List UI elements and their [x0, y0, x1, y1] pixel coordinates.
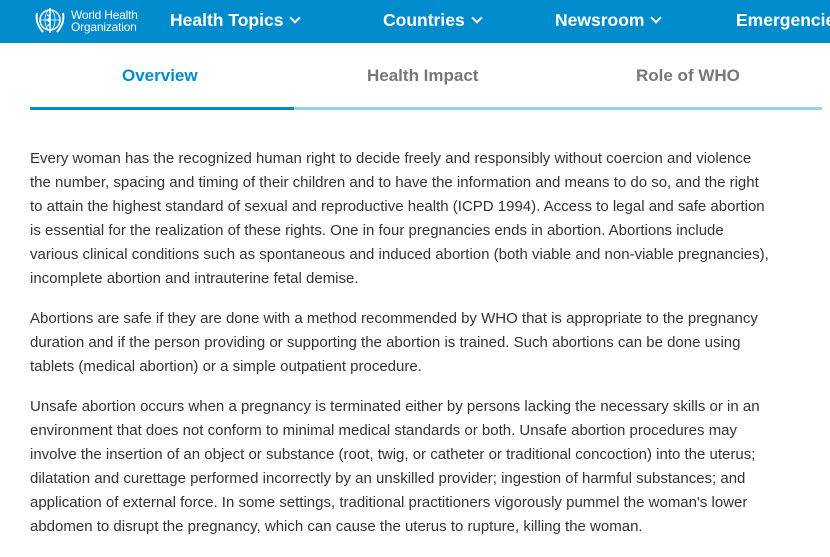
- text-line: involve the insertion of an object or su…: [30, 446, 756, 463]
- nav-label: Newsroom: [555, 10, 645, 30]
- chevron-down-icon: [471, 12, 483, 24]
- nav-emergencies[interactable]: Emergencies: [736, 10, 830, 31]
- top-navigation-bar: World Health Organization Health Topics …: [0, 0, 830, 43]
- chevron-down-icon: [650, 12, 663, 24]
- text-line: to attain the highest standard of sexual…: [30, 198, 765, 215]
- tab-role-of-who[interactable]: Role of WHO: [636, 66, 740, 85]
- text-line: Abortions are safe if they are done with…: [30, 310, 758, 327]
- nav-label: Emergencies: [736, 10, 830, 30]
- article-body: Every woman has the recognized human rig…: [30, 147, 830, 555]
- tab-overview[interactable]: Overview: [122, 66, 198, 85]
- logo-line-2: Organization: [71, 20, 137, 34]
- text-line: abdomen to disrupt the pregnancy, which …: [30, 518, 643, 535]
- text-line: Every woman has the recognized human rig…: [30, 150, 752, 167]
- paragraph: Unsafe abortion occurs when a pregnancy …: [30, 395, 830, 539]
- chevron-down-icon: [289, 12, 302, 24]
- tab-track: [294, 107, 822, 110]
- nav-health-topics[interactable]: Health Topics: [170, 10, 302, 31]
- text-line: Unsafe abortion occurs when a pregnancy …: [30, 398, 760, 415]
- text-line: incomplete abortion and intrauterine fet…: [30, 270, 359, 287]
- text-line: is essential for the realization of thes…: [30, 222, 724, 239]
- nav-label: Health Topics: [170, 10, 284, 30]
- text-line: the number, spacing and timing of their …: [30, 174, 759, 191]
- who-emblem-icon: [35, 8, 65, 33]
- active-tab-indicator: [30, 107, 294, 110]
- who-logo[interactable]: World Health Organization: [33, 5, 138, 37]
- nav-newsroom[interactable]: Newsroom: [555, 10, 663, 31]
- text-line: various clinical conditions such as spon…: [30, 246, 769, 263]
- paragraph: Abortions are safe if they are done with…: [30, 307, 830, 379]
- text-line: tablets (medical abortion) or a simple o…: [30, 358, 422, 375]
- text-line: duration and if the person providing or …: [30, 334, 741, 351]
- nav-label: Countries: [383, 10, 465, 30]
- text-line: environment that does not conform to min…: [30, 422, 738, 439]
- text-line: application of external force. In some s…: [30, 494, 748, 511]
- tab-health-impact[interactable]: Health Impact: [367, 66, 479, 85]
- logo-line-1: World Health: [71, 8, 138, 22]
- paragraph: Every woman has the recognized human rig…: [30, 147, 830, 291]
- nav-countries[interactable]: Countries: [383, 10, 483, 31]
- text-line: dilatation and curettage performed incor…: [30, 470, 746, 487]
